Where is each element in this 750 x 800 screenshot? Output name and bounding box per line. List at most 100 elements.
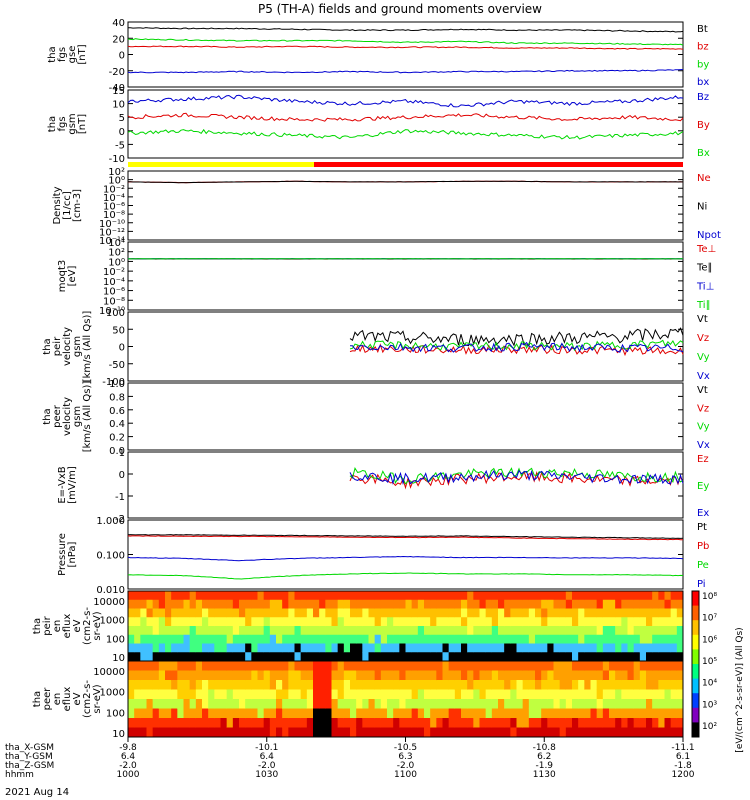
panel-peir_spec-cell — [251, 652, 258, 662]
panel-peir_spec-cell — [498, 617, 505, 627]
panel-peir_spec-cell — [510, 652, 517, 662]
panel-peir_spec-cell — [331, 634, 339, 644]
panel-peer_spec-cell — [171, 689, 178, 700]
panel-peer_spec-cell — [639, 670, 647, 681]
panel-peer_velocity-ytick-label: 0.6 — [109, 406, 125, 417]
panel-peir_spec-cell — [282, 643, 289, 653]
panel-peer_spec-cell — [325, 680, 332, 690]
panel-peer_spec-cell — [627, 689, 635, 700]
panel-peer_spec-cell — [263, 699, 271, 709]
panel-peer_spec-cell — [374, 708, 382, 719]
panel-peer_spec-cell — [411, 689, 419, 700]
panel-peir_spec-cell — [436, 652, 443, 662]
panel-peir_spec-cell — [479, 652, 487, 662]
x-tick-label: 6.2 — [537, 752, 551, 762]
panel-peer_spec-cell — [417, 689, 425, 700]
panel-peer_spec-cell — [276, 689, 283, 700]
panel-peir_spec-ylabel: eflux — [62, 614, 73, 639]
panel-peir_spec-cell — [313, 643, 320, 653]
panel-peir_spec-cell — [300, 617, 308, 627]
panel-peir_spec-cell — [491, 591, 499, 601]
panel-peir_spec-cell — [214, 599, 221, 609]
panel-peir_spec-cell — [559, 643, 567, 653]
panel-peir_spec-cell — [510, 591, 517, 601]
panel-peir_spec-cell — [448, 591, 456, 601]
panel-peer_spec-cell — [399, 699, 406, 709]
panel-peir_spec-cell — [214, 626, 221, 636]
panel-peir_spec-cell — [276, 599, 283, 609]
panel-peer_spec-cell — [300, 727, 308, 738]
panel-peir_spec-cell — [276, 617, 283, 627]
panel-peer_spec-cell — [177, 689, 184, 700]
panel-temperature-ytick-label: 10⁻⁶ — [103, 287, 125, 298]
panel-peir_spec-cell — [424, 626, 431, 636]
panel-peer_spec-cell — [411, 699, 419, 709]
panel-peer_spec-cell — [491, 680, 499, 690]
panel-peir_spec-cell — [664, 591, 672, 601]
panel-peer_spec-cell — [337, 699, 345, 709]
panel-peer_spec-cell — [528, 661, 536, 671]
panel-peer_spec-cell — [239, 680, 246, 690]
panel-peer_spec-cell — [220, 670, 228, 681]
panel-peir_spec-cell — [368, 626, 376, 636]
panel-peer_spec-cell — [146, 718, 154, 728]
panel-peir_spec-cell — [658, 643, 665, 653]
panel-peer_spec-cell — [269, 699, 277, 709]
panel-peir_spec-cell — [263, 599, 271, 609]
panel-peir_spec-cell — [479, 626, 487, 636]
panel-peir_spec-cell — [553, 608, 561, 618]
panel-peir_spec-cell — [387, 634, 394, 644]
panel-peir_spec-ytick-label: 10000 — [93, 597, 125, 608]
panel-peer_spec-cell — [596, 727, 604, 738]
panel-peir_spec-cell — [251, 634, 258, 644]
panel-temperature-ylabel: [eV] — [67, 266, 78, 287]
panel-peir_spec-cell — [171, 643, 178, 653]
panel-peer_spec-cell — [152, 708, 160, 719]
panel-density-ytick-label: 10⁻⁸ — [103, 210, 125, 221]
panel-peer_spec-cell — [239, 708, 246, 719]
panel-peir_spec-cell — [245, 599, 252, 609]
panel-peer_spec-cell — [461, 718, 468, 728]
panel-peer_spec-cell — [214, 718, 221, 728]
panel-peir_spec-cell — [313, 599, 320, 609]
panel-peer_spec-cell — [226, 727, 234, 738]
panel-peir_spec-cell — [399, 626, 406, 636]
panel-peir_spec-cell — [189, 626, 197, 636]
panel-peer_spec-cell — [621, 680, 628, 690]
panel-peir_spec-cell — [627, 634, 635, 644]
panel-peir_spec-cell — [417, 591, 425, 601]
panel-peir_spec-cell — [479, 599, 487, 609]
panel-peer_spec-cell — [565, 689, 573, 700]
panel-peer_spec-cell — [134, 680, 141, 690]
panel-peer_spec-cell — [128, 718, 135, 728]
panel-peir_velocity-ytick-label: -100 — [102, 377, 125, 388]
panel-peir_spec-cell — [584, 634, 591, 644]
panel-peer_spec-cell — [627, 670, 635, 681]
panel-peir_spec-cell — [430, 652, 437, 662]
panel-peer_spec-cell — [350, 699, 357, 709]
panel-peir_spec-cell — [652, 599, 659, 609]
panel-peir_spec-cell — [553, 599, 561, 609]
panel-peer_spec-cell — [146, 661, 154, 671]
panel-peer_spec-cell — [343, 708, 351, 719]
panel-peir_spec-cell — [491, 626, 499, 636]
colorbar-tick-label: 10⁵ — [702, 657, 717, 667]
panel-efield-ytick-label: 0 — [119, 470, 125, 481]
panel-peir_spec-cell — [350, 599, 357, 609]
panel-peir_spec-cell — [609, 652, 616, 662]
panel-peir_spec-cell — [639, 608, 647, 618]
panel-peer_spec-cell — [547, 689, 554, 700]
panel-peer_spec-cell — [652, 718, 659, 728]
panel-peir_spec-cell — [485, 652, 493, 662]
panel-peir_spec-cell — [633, 599, 641, 609]
panel-peer_spec-cell — [189, 689, 197, 700]
panel-peir_spec-cell — [676, 599, 684, 609]
panel-peir_spec-cell — [516, 591, 524, 601]
panel-peer_spec-cell — [399, 708, 406, 719]
panel-peer_spec-cell — [646, 661, 653, 671]
panel-peir_spec-cell — [676, 608, 684, 618]
panel-peir_spec-cell — [615, 599, 622, 609]
panel-peir_spec-cell — [282, 599, 289, 609]
panel-peir_spec-cell — [578, 608, 585, 618]
panel-peir_spec-cell — [405, 617, 413, 627]
